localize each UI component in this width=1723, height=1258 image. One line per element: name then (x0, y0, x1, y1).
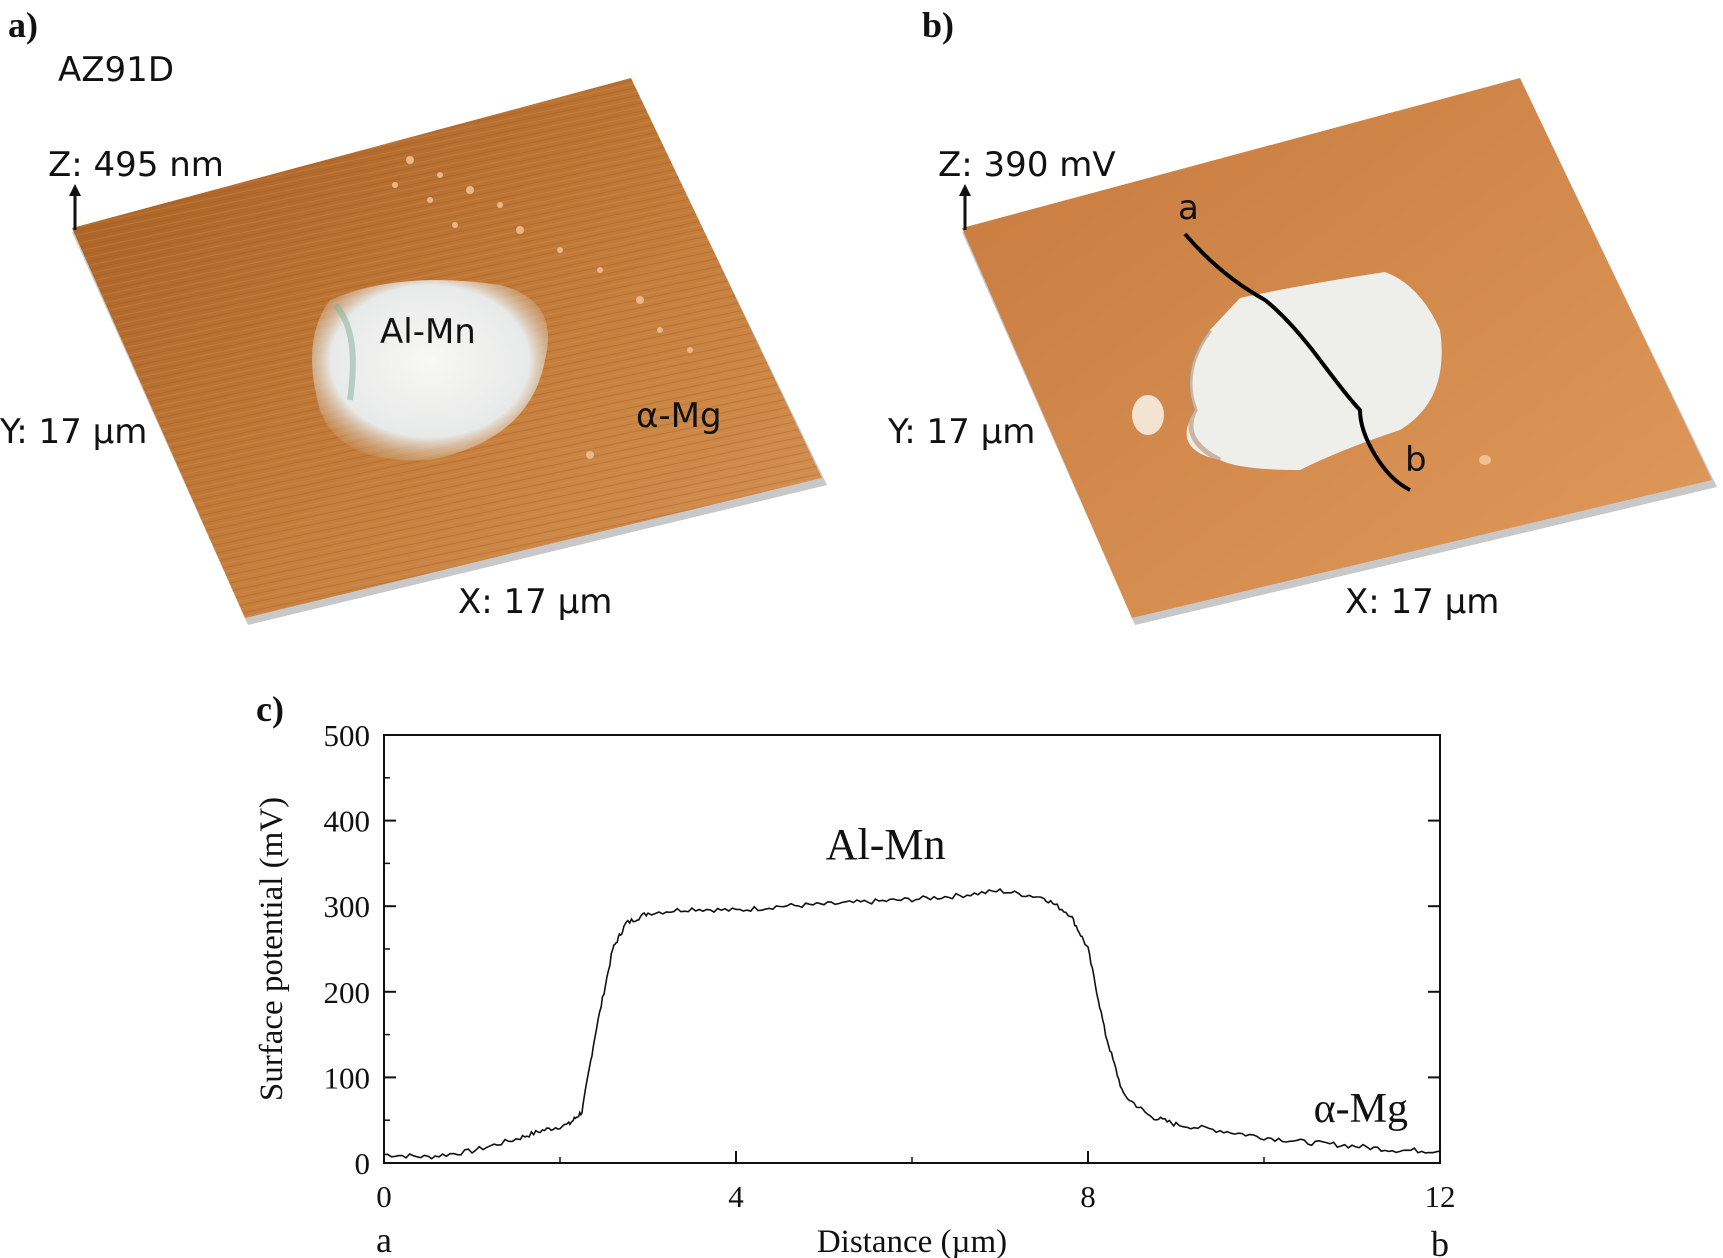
particle-a-rim (332, 302, 356, 401)
line-start-label: a (1178, 188, 1199, 228)
panel-a-letter: a) (8, 5, 38, 45)
annotation-al-mn: Al-Mn (826, 820, 946, 869)
x-tick-label: 0 (376, 1179, 392, 1214)
y-tick-label: 500 (324, 718, 371, 753)
y-tick-label: 300 (324, 889, 371, 924)
plot-frame (383, 734, 1441, 1164)
panel-b-letter: b) (922, 5, 955, 45)
x-axis-label: Distance (µm) (817, 1224, 1007, 1258)
al-mn-label-a: Al-Mn (380, 312, 476, 352)
small-particle-b (1132, 395, 1164, 435)
y-tick-label: 0 (355, 1146, 371, 1181)
afm-topography-map (69, 78, 827, 625)
sample-label: AZ91D (58, 50, 174, 90)
al-mn-particle-b (1186, 272, 1442, 470)
line-end-label: b (1405, 440, 1427, 480)
x-end-label-a: a (376, 1220, 392, 1258)
particle-b-shadow (1187, 328, 1222, 463)
x-label-b: X: 17 µm (1345, 582, 1500, 622)
y-axis-label: Surface potential (mV) (254, 797, 290, 1101)
y-tick-label: 100 (324, 1060, 371, 1095)
x-tick-label: 12 (1425, 1179, 1456, 1214)
y-tick-label: 400 (324, 804, 371, 839)
surface-potential-line (383, 888, 1441, 1160)
z-label-b: Z: 390 mV (938, 145, 1116, 185)
x-tick-label: 4 (728, 1179, 744, 1214)
x-label-a: X: 17 µm (458, 582, 613, 622)
x-tick-label: 8 (1080, 1179, 1096, 1214)
al-mn-particle-a (312, 280, 548, 461)
panel-c-letter: c) (256, 689, 284, 729)
dot-b (1479, 455, 1491, 465)
z-label-a: Z: 495 nm (48, 145, 224, 185)
annotation-alpha-mg: α-Mg (1314, 1086, 1408, 1132)
y-label-a: Y: 17 µm (0, 412, 148, 452)
precipitates-a (392, 156, 693, 459)
z-arrow-a (69, 184, 81, 196)
y-label-b: Y: 17 µm (888, 412, 1036, 452)
y-tick-label: 200 (324, 975, 371, 1010)
kpfm-potential-map (959, 78, 1717, 625)
alpha-mg-label-a: α-Mg (636, 396, 722, 436)
x-end-label-b: b (1431, 1224, 1449, 1258)
profile-line-ab (1183, 232, 1411, 492)
z-arrow-b (959, 184, 971, 196)
